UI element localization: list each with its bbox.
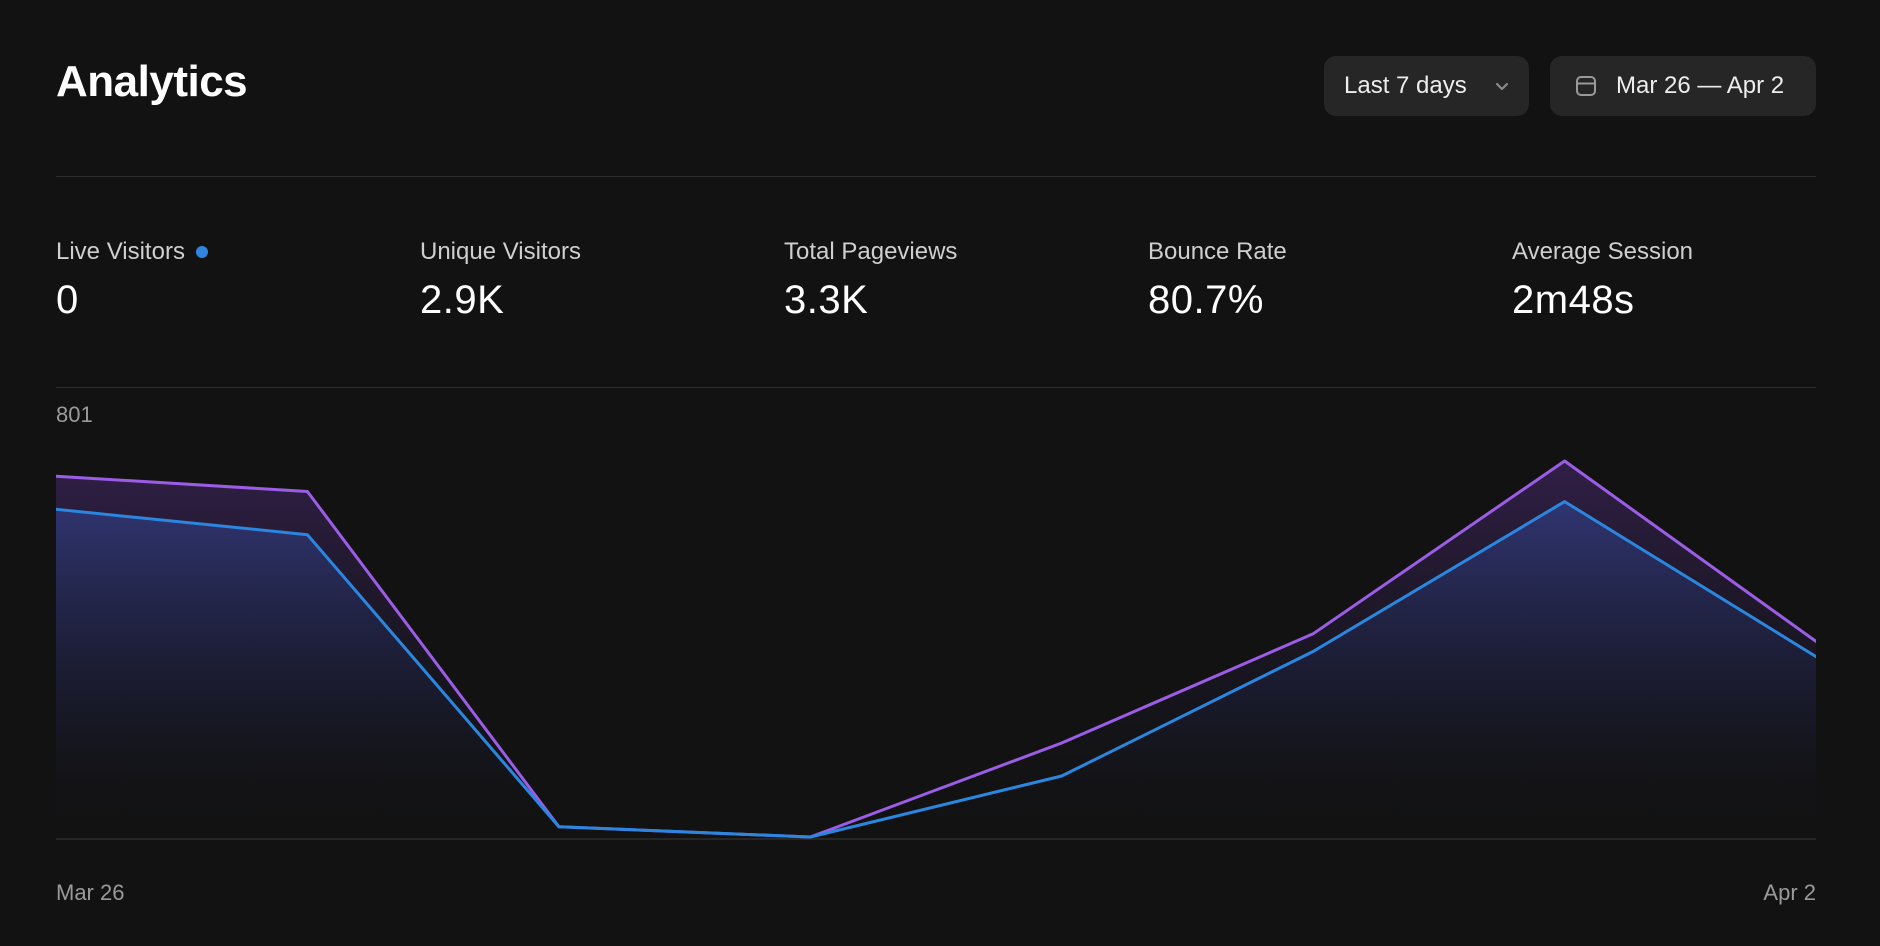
date-picker-button[interactable]: Mar 26 — Apr 2 [1550, 56, 1816, 116]
stat-label: Unique Visitors [420, 238, 581, 265]
stat-value: 3.3K [784, 278, 869, 322]
stat-total-pageviews: Total Pageviews 3.3K [784, 236, 957, 326]
series-area-visitors [56, 501, 1816, 837]
page-title: Analytics [56, 57, 248, 106]
stat-label: Average Session [1512, 238, 1694, 265]
stat-bounce-rate: Bounce Rate 80.7% [1148, 236, 1287, 326]
chevron-down-icon [1495, 82, 1509, 91]
x-axis-end-label: Apr 2 [1763, 880, 1816, 905]
stat-value: 0 [56, 278, 79, 322]
y-axis-max-label: 801 [56, 402, 93, 427]
stat-value: 80.7% [1148, 278, 1264, 322]
stat-label: Bounce Rate [1148, 238, 1287, 265]
x-axis-start-label: Mar 26 [56, 880, 125, 905]
date-picker-label: Mar 26 — Apr 2 [1616, 72, 1785, 99]
live-indicator-dot [195, 246, 208, 258]
stat-label: Live Visitors [56, 238, 185, 265]
series-line-visitors [56, 500, 1816, 839]
stat-average-session: Average Session 2m48s [1512, 236, 1693, 326]
stat-live-visitors: Live Visitors 0 [56, 236, 208, 326]
header-divider [56, 176, 1816, 177]
series-line-pageviews [56, 459, 1816, 839]
calendar-icon [1576, 76, 1596, 96]
date-range-select-label: Last 7 days [1344, 72, 1467, 99]
stats-divider [56, 387, 1816, 388]
date-range-select[interactable]: Last 7 days [1324, 56, 1529, 116]
stat-unique-visitors: Unique Visitors 2.9K [420, 236, 581, 326]
chart-areas [56, 461, 1816, 837]
stat-label: Total Pageviews [784, 238, 958, 265]
stat-value: 2.9K [420, 278, 505, 322]
chart-lines [56, 459, 1816, 839]
traffic-chart [56, 459, 1816, 840]
stat-value: 2m48s [1512, 278, 1635, 322]
